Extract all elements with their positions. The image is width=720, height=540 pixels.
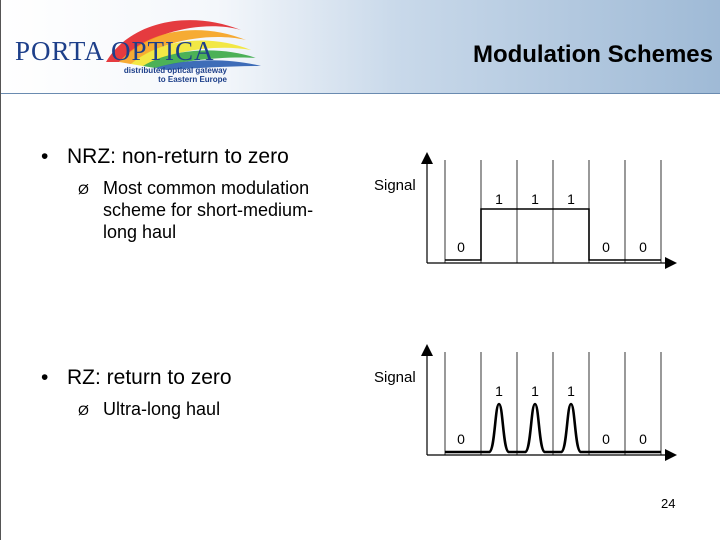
nrz-bit-4: 0 xyxy=(602,239,610,255)
sub-bullet-nrz-line-3: long haul xyxy=(103,222,177,242)
nrz-signal-diagram: Signal 0 1 1 1 0 0 xyxy=(374,152,677,269)
header-banner: PORTA OPTICA distributed optical gateway… xyxy=(1,0,720,94)
logo-subtitle-line-2: to Eastern Europe xyxy=(158,75,227,84)
nrz-bit-3: 1 xyxy=(567,191,575,207)
rz-bit-0: 0 xyxy=(457,431,465,447)
logo-subtitle-line-1: distributed optical gateway xyxy=(123,66,227,75)
rz-bit-4: 0 xyxy=(602,431,610,447)
rz-axes xyxy=(421,344,677,461)
logo-text: PORTA OPTICA xyxy=(15,36,215,66)
slide-title: Modulation Schemes xyxy=(472,41,713,68)
nrz-bit-0: 0 xyxy=(457,239,465,255)
rz-signal-diagram: Signal 0 1 1 1 0 0 xyxy=(374,344,677,461)
bullet-marker: • xyxy=(41,145,49,168)
rainbow-swoosh-decoration xyxy=(106,20,261,70)
sub-bullet-nrz-line-1: Most common modulation xyxy=(103,178,310,198)
sub-bullet-nrz: Ø Most common modulation scheme for shor… xyxy=(78,177,314,243)
rz-bit-3: 1 xyxy=(567,383,575,399)
nrz-bit-gridlines xyxy=(444,160,662,263)
logo-subtitle: distributed optical gateway to Eastern E… xyxy=(119,66,227,84)
rz-bit-gridlines xyxy=(444,352,662,455)
page-number: 24 xyxy=(661,496,676,511)
bullet-nrz-text: NRZ: non-return to zero xyxy=(67,145,289,168)
arrow-bullet-icon: Ø xyxy=(78,181,89,197)
rz-waveform xyxy=(445,402,661,454)
sub-bullet-nrz-line-2: scheme for short-medium- xyxy=(103,200,314,220)
arrow-bullet-icon: Ø xyxy=(78,402,89,418)
nrz-axes xyxy=(421,152,677,269)
nrz-bit-2: 1 xyxy=(531,191,539,207)
bullet-rz-text: RZ: return to zero xyxy=(67,366,232,389)
bullet-nrz: • NRZ: non-return to zero xyxy=(41,145,289,169)
nrz-signal-label: Signal xyxy=(374,177,416,194)
rz-bit-1: 1 xyxy=(495,383,503,399)
sub-bullet-rz: Ø Ultra-long haul xyxy=(78,398,221,420)
nrz-waveform xyxy=(445,208,661,261)
nrz-bit-1: 1 xyxy=(495,191,503,207)
bullet-rz: • RZ: return to zero xyxy=(41,366,232,390)
sub-bullet-rz-line-1: Ultra-long haul xyxy=(103,399,221,419)
rz-bit-5: 0 xyxy=(639,431,647,447)
rz-signal-label: Signal xyxy=(374,369,416,386)
rz-bit-2: 1 xyxy=(531,383,539,399)
nrz-bit-5: 0 xyxy=(639,239,647,255)
bullet-marker: • xyxy=(41,366,49,389)
